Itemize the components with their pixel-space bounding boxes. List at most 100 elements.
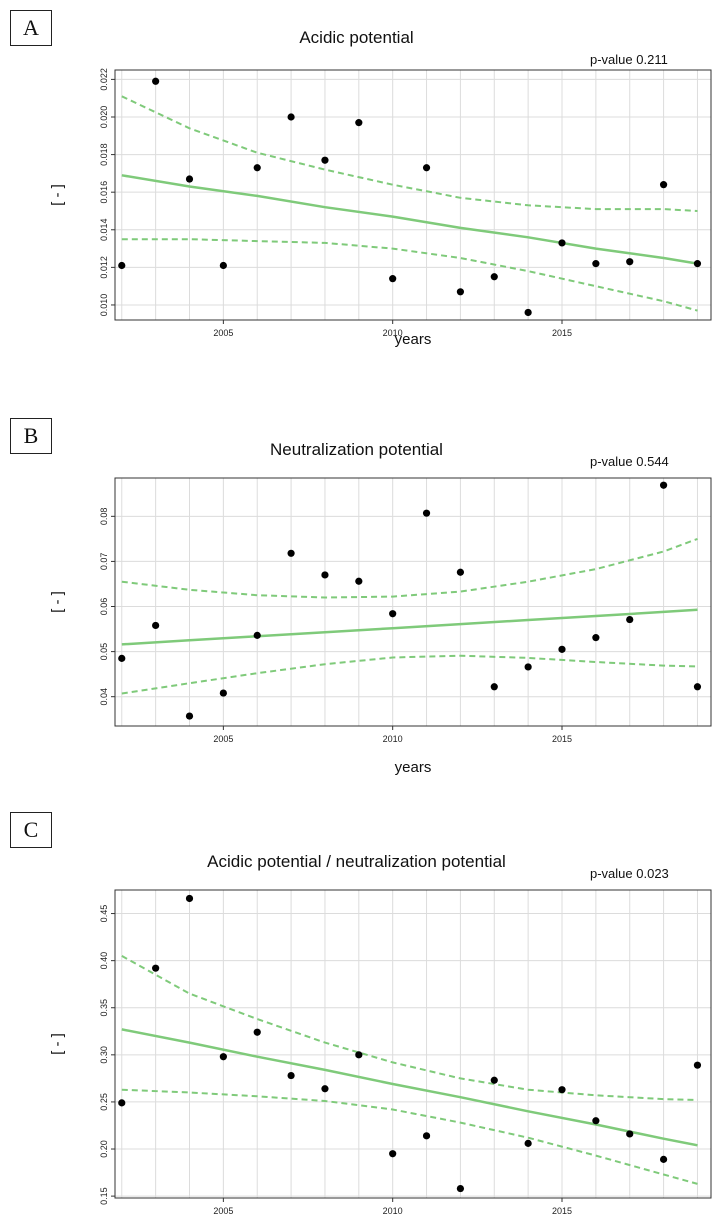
chart-title-a: Acidic potential (299, 28, 414, 47)
panel-b: 0.04 0.05 0.06 0.07 0.08 2005 2010 2015 years [ -… (0, 418, 713, 818)
chart-a: 0.010 0.012 0.014 0.016 0.018 0.020 0.022 2005 2… (49, 68, 712, 348)
x-tick-label: 2005 (213, 328, 233, 338)
chart-title-c: Acidic potential / neutralization potent… (207, 852, 506, 871)
ci-upper-line (121, 95, 698, 212)
data-point (185, 175, 194, 183)
data-point (185, 894, 194, 903)
data-point (253, 1028, 261, 1036)
data-point (287, 549, 295, 557)
data-point (422, 164, 431, 172)
x-tick-label: 2005 (213, 734, 233, 744)
y-axis-label: [ - ] (49, 184, 66, 206)
data-point (321, 571, 329, 579)
y-tick-label: 0.15 (99, 1187, 109, 1205)
data-point (118, 261, 126, 270)
panel-label-a: A (10, 10, 52, 46)
data-point (524, 308, 532, 317)
chart-title-b: Neutralization potential (270, 440, 443, 459)
data-point (185, 712, 194, 720)
x-tick-label: 2015 (552, 328, 572, 338)
data-point (659, 181, 668, 189)
x-tick-label: 2015 (552, 1206, 572, 1214)
y-tick-label: 0.016 (99, 181, 109, 204)
data-point (152, 621, 160, 630)
grid (115, 478, 711, 726)
y-tick-label: 0.012 (99, 256, 109, 279)
grid (115, 70, 711, 320)
data-point (219, 689, 227, 697)
regression-line (121, 608, 698, 646)
data-point (118, 654, 126, 662)
data-point (592, 1117, 600, 1125)
y-tick-label: 0.30 (99, 1046, 109, 1064)
data-point (321, 156, 329, 164)
data-point (321, 1085, 329, 1093)
data-point (389, 275, 397, 283)
plot-frame (114, 889, 712, 1199)
data-point (558, 645, 566, 653)
data-point (152, 964, 160, 972)
ci-lower-line (121, 238, 698, 312)
y-tick-label: 0.08 (99, 508, 109, 526)
x-axis-label: years (395, 1211, 432, 1214)
data-point (287, 1071, 295, 1080)
data-point (253, 164, 261, 172)
data-point (558, 1086, 566, 1094)
y-axis-label: [ - ] (49, 1033, 66, 1055)
x-tick-label: 2010 (383, 1206, 403, 1214)
y-tick-label: 0.45 (99, 905, 109, 923)
data-point (355, 577, 363, 585)
data-point (152, 77, 160, 85)
data-point (626, 615, 634, 624)
data-point (626, 258, 634, 266)
x-tick-label: 2010 (383, 328, 403, 338)
y-tick-label: 0.25 (99, 1093, 109, 1111)
data-point (558, 239, 566, 247)
data-point (422, 1132, 431, 1140)
x-tick-label: 2015 (552, 734, 572, 744)
panel-label-c: C (10, 812, 52, 848)
data-point (659, 481, 668, 489)
x-axis-label: years (395, 759, 432, 776)
data-point (355, 119, 363, 127)
data-point (490, 1076, 498, 1084)
p-value-c: p-value 0.023 (590, 866, 669, 881)
y-tick-label: 0.022 (99, 68, 109, 91)
p-value-a: p-value 0.211 (590, 52, 668, 67)
x-tick-label: 2005 (213, 1206, 233, 1214)
data-point (422, 509, 431, 517)
panel-label-b: B (10, 418, 52, 454)
data-point (287, 113, 295, 121)
data-point (490, 683, 498, 691)
p-value-b: p-value 0.544 (590, 454, 669, 469)
plot-frame (114, 69, 712, 321)
x-tick-label: 2010 (383, 734, 403, 744)
y-tick-label: 0.014 (99, 219, 109, 242)
y-tick-label: 0.06 (99, 598, 109, 616)
regression-line (121, 174, 698, 265)
data-point (118, 1099, 126, 1107)
data-point (219, 261, 227, 270)
panel-c: 0.15 0.20 0.25 0.30 0.35 0.40 0.45 2005 2010 2015… (0, 812, 713, 1214)
data-point (626, 1130, 634, 1138)
data-point (693, 1061, 702, 1069)
data-point (490, 273, 498, 281)
y-tick-label: 0.20 (99, 1140, 109, 1158)
chart-c: 0.15 0.20 0.25 0.30 0.35 0.40 0.45 2005 2010 2015… (49, 889, 712, 1214)
data-point (592, 634, 600, 642)
regression-line (121, 1028, 698, 1147)
y-tick-label: 0.04 (99, 688, 109, 706)
y-tick-label: 0.020 (99, 106, 109, 129)
data-point (389, 1150, 397, 1158)
data-point (253, 631, 261, 639)
ci-upper-line (121, 955, 698, 1101)
chart-b: 0.04 0.05 0.06 0.07 0.08 2005 2010 2015 years [ -… (49, 477, 712, 776)
data-point (524, 1139, 532, 1147)
data-point (456, 1184, 465, 1193)
y-axis-label: [ - ] (49, 591, 66, 613)
data-point (659, 1155, 668, 1163)
x-axis-label: years (395, 331, 432, 348)
y-tick-label: 0.40 (99, 952, 109, 970)
y-tick-label: 0.35 (99, 999, 109, 1017)
data-point (456, 568, 465, 576)
